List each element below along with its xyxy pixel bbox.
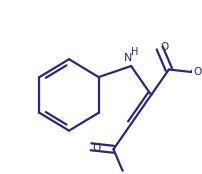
Text: H: H <box>131 47 139 57</box>
Text: O: O <box>161 42 169 52</box>
Text: N: N <box>124 53 133 63</box>
Text: O: O <box>193 67 201 77</box>
Text: O: O <box>92 143 100 153</box>
